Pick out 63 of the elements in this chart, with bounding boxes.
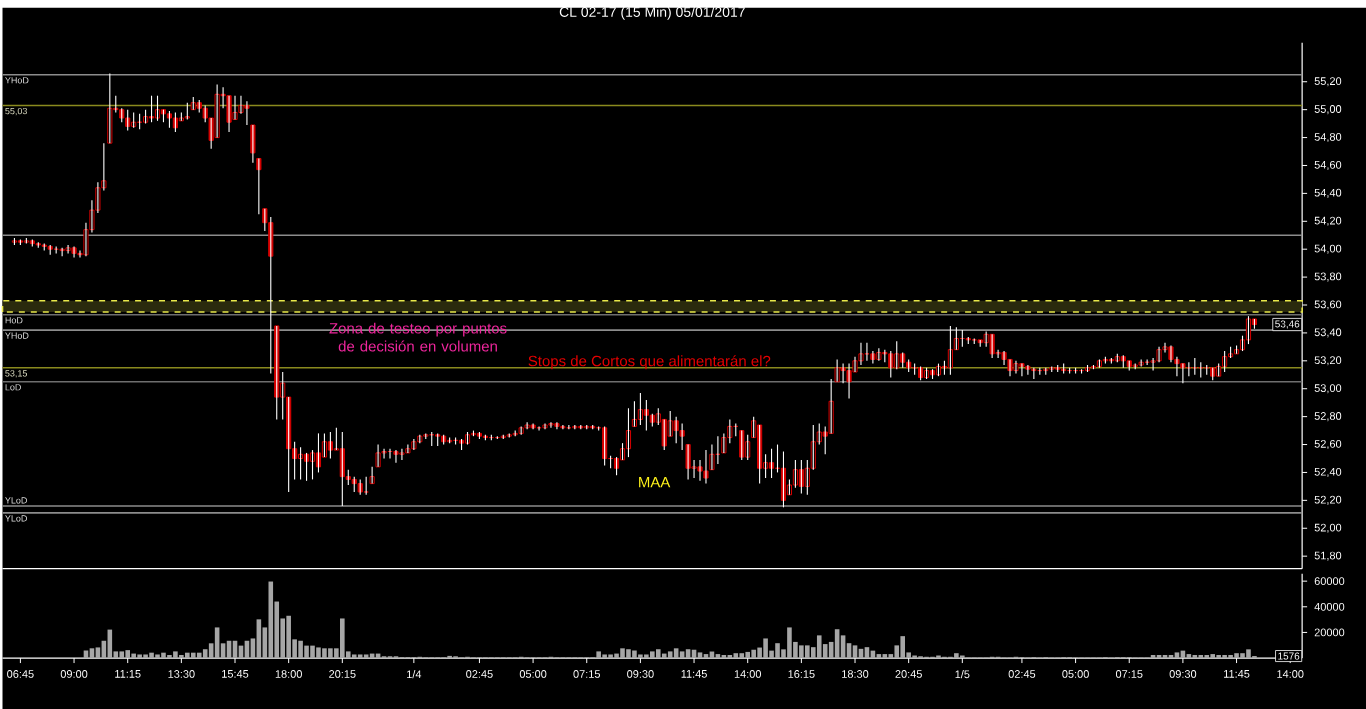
y-tick-label: 52,80 [1314,411,1342,421]
bar [852,645,858,658]
category-label: 18:30 [842,669,869,678]
annotation: 53,46 [1275,320,1300,329]
category-label: 14:00 [734,669,761,678]
y-tick-label: 40000 [1314,602,1345,611]
y-tick-label: 54,00 [1314,244,1342,254]
category-label: 18:00 [275,669,302,678]
category-label: 02:45 [466,669,493,678]
y-tick-label: 53,20 [1314,356,1342,366]
category-label: 05:00 [519,669,547,678]
annotation: 1576 [1278,652,1300,660]
ref-line-label: HoD [5,316,23,324]
category-label: 13:30 [168,669,195,678]
category-label: 06:45 [7,669,34,678]
y-tick-label: 52,20 [1314,495,1342,505]
bar [95,647,101,658]
category-label: 09:00 [60,669,88,678]
category-label: 05:00 [1062,669,1089,678]
category-label: 1/4 [407,669,422,678]
category-label: 11:15 [115,669,141,678]
ref-line-label: 55,03 [5,107,27,116]
y-tick-label: 54,80 [1314,132,1342,142]
bar [1174,652,1180,658]
y-tick-label: 54,40 [1314,188,1342,198]
y-tick-label: 55,20 [1314,76,1342,87]
category-label: 11:45 [681,669,707,678]
y-tick-label: 55,00 [1314,104,1342,114]
category-label: 02:45 [1008,669,1036,678]
category-label: 14:00 [1277,669,1304,678]
y-tick-label: 20000 [1314,628,1345,637]
chart-title: CL 02-17 (15 Min) 05/01/2017 [559,6,745,20]
ref-line-label: 53,15 [5,369,28,378]
y-tick-label: 54,20 [1314,216,1342,226]
category-label: 07:15 [1115,669,1143,678]
y-tick-label: 53,40 [1314,328,1342,338]
category-label: 11:45 [1224,669,1250,678]
annotation: Stops de Cortos que alimentarán el? [528,354,771,370]
y-tick-label: 53,80 [1314,272,1342,282]
y-tick-label: 52,60 [1314,439,1342,449]
ref-line-label: LoD [5,383,21,391]
category-label: 16:15 [788,669,815,678]
y-tick-label: 60000 [1314,577,1345,585]
category-label: 15:45 [222,669,249,678]
y-tick-label: 53,00 [1314,383,1342,394]
y-tick-label: 53,60 [1314,300,1342,310]
ref-line-label: YHoD [5,76,29,84]
ref-line-label: YLoD [5,497,27,504]
bar [679,651,685,658]
category-label: 09:30 [1169,669,1197,678]
category-label: 1/5 [955,669,970,678]
ref-line-label: YLoD [5,515,27,522]
category-label: 07:15 [573,669,601,678]
y-tick-label: 54,60 [1314,160,1342,170]
y-tick-label: 51,80 [1314,551,1342,561]
ref-line-label: YHoD [5,332,29,339]
category-label: 09:30 [627,669,654,678]
y-tick-label: 52,40 [1314,467,1342,477]
category-label: 20:45 [895,669,922,678]
annotation: MAA [639,476,671,488]
bar [697,652,703,658]
category-label: 20:15 [329,669,356,678]
y-tick-label: 52,00 [1314,523,1342,533]
